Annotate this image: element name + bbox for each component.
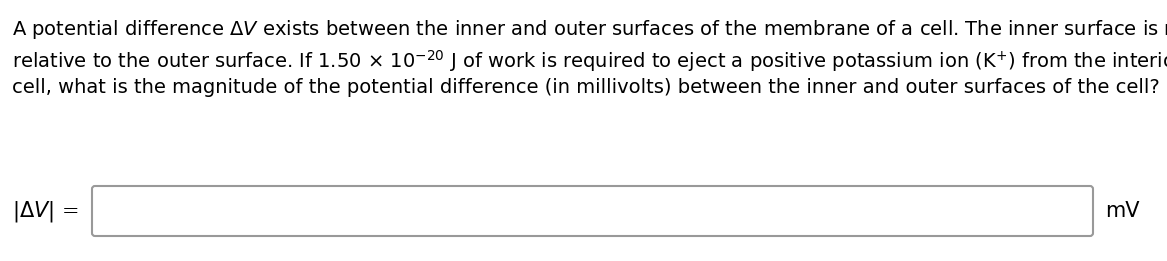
Text: cell, what is the magnitude of the potential difference (in millivolts) between : cell, what is the magnitude of the poten… [12, 78, 1160, 97]
FancyBboxPatch shape [92, 186, 1093, 236]
Text: $|\Delta V|$ =: $|\Delta V|$ = [12, 199, 78, 223]
Text: A potential difference $\Delta V$ exists between the inner and outer surfaces of: A potential difference $\Delta V$ exists… [12, 18, 1167, 41]
Text: relative to the outer surface. If 1.50 × 10$^{-20}$ J of work is required to eje: relative to the outer surface. If 1.50 ×… [12, 48, 1167, 74]
Text: mV: mV [1105, 201, 1139, 221]
